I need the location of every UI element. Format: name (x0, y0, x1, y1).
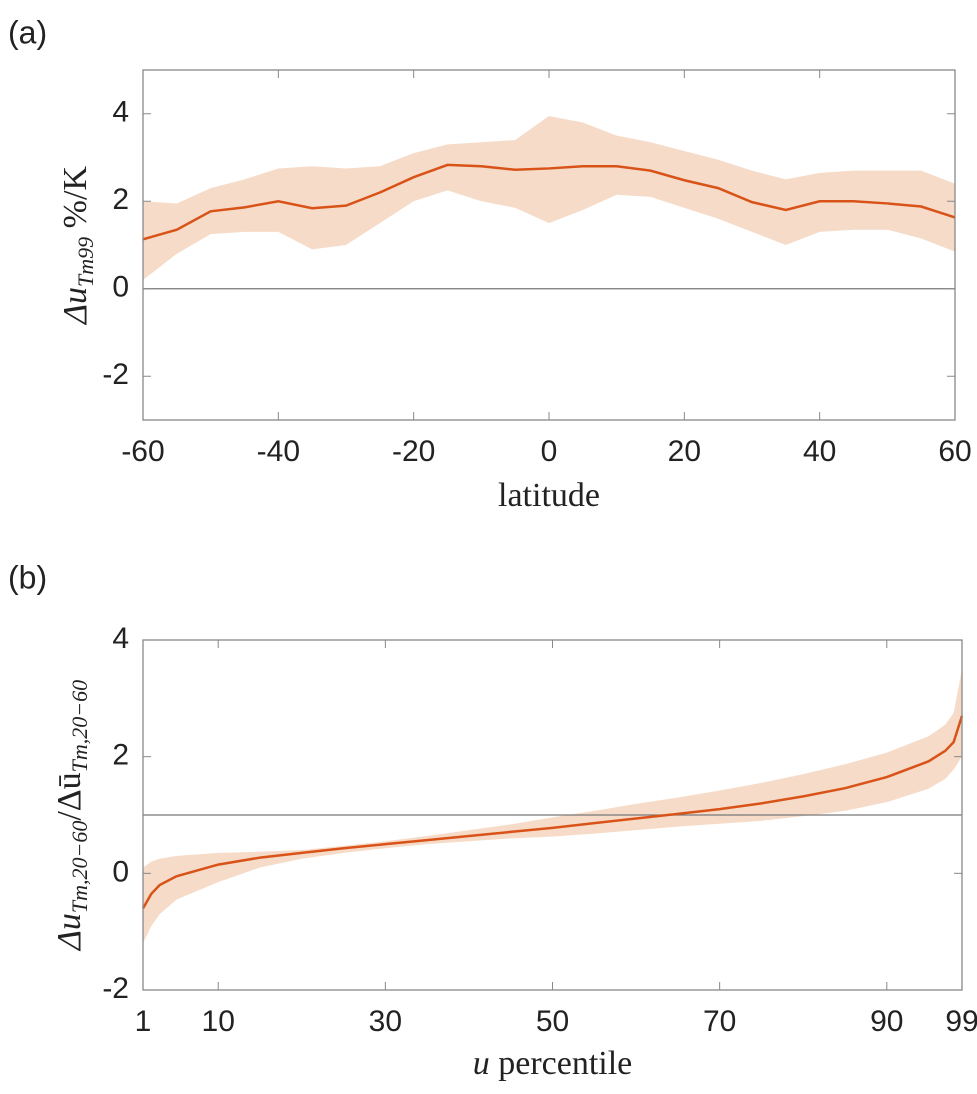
x-tick-label: 30 (369, 1005, 402, 1038)
x-tick-label: 0 (541, 435, 558, 468)
y-tick-label: 4 (112, 96, 129, 129)
x-tick-label: 1 (135, 1005, 152, 1038)
x-tick-label: -40 (257, 435, 300, 468)
y-label-subscript: Tm,20−60 (67, 821, 92, 913)
y-label-part: %/K (57, 166, 94, 237)
y-tick-label: 2 (112, 183, 129, 216)
x-tick-label: 20 (668, 435, 701, 468)
y-tick-label: 0 (112, 855, 129, 888)
x-tick-label: 70 (703, 1005, 736, 1038)
x-tick-label: 10 (202, 1005, 235, 1038)
y-tick-label: 0 (112, 271, 129, 304)
x-tick-label: -20 (392, 435, 435, 468)
y-axis-label: ΔuTm,20−60/ΔūTm,20−60 (51, 680, 92, 952)
y-tick-label: -2 (102, 358, 129, 391)
panel-label: (a) (8, 14, 47, 50)
x-axis-label: u percentile (473, 1045, 633, 1082)
y-axis-label: ΔuTm99 %/K (57, 166, 98, 326)
uncertainty-band (143, 669, 962, 944)
y-tick-label: 4 (112, 622, 129, 655)
y-label-subscript: Tm99 (73, 237, 98, 287)
x-tick-label: 90 (870, 1005, 903, 1038)
y-label-subscript: Tm,20−60 (67, 680, 92, 772)
y-label-part: Δu (57, 287, 94, 326)
x-tick-label: -60 (121, 435, 164, 468)
y-tick-label: -2 (102, 972, 129, 1005)
y-tick-label: 2 (112, 739, 129, 772)
x-tick-label: 60 (938, 435, 971, 468)
data-line (142, 163, 956, 241)
x-tick-label: 40 (803, 435, 836, 468)
panel-label: (b) (8, 559, 47, 595)
data-line (141, 715, 964, 909)
x-label-part: u (473, 1045, 490, 1082)
uncertainty-band (143, 115, 955, 280)
x-tick-label: 99 (945, 1005, 977, 1038)
x-axis-label: latitude (498, 477, 600, 514)
x-tick-label: 50 (536, 1005, 569, 1038)
y-label-part: Δu (51, 913, 88, 952)
y-label-part: /Δū (51, 772, 88, 820)
x-label-part: percentile (490, 1045, 633, 1082)
